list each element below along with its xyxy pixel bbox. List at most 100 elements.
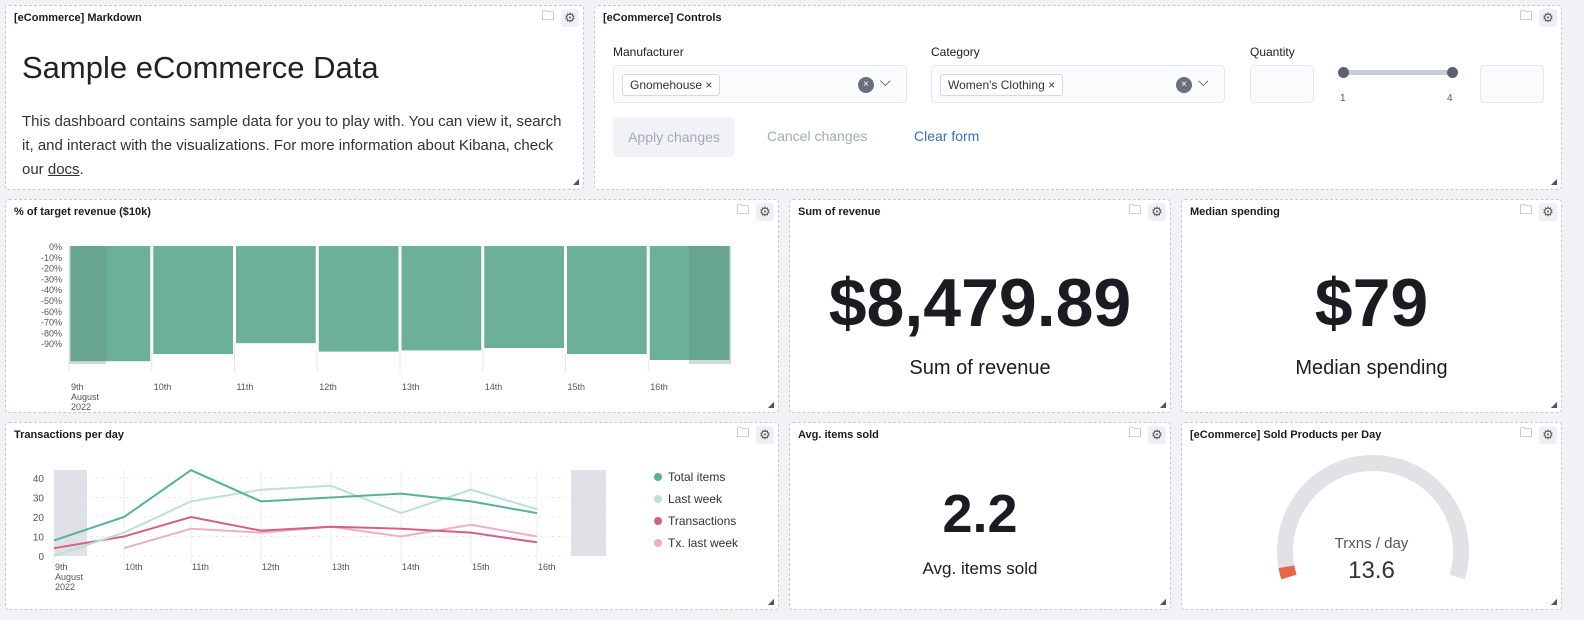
panel-title: [eCommerce] Markdown	[14, 12, 142, 24]
out-of-range-shade	[571, 470, 606, 556]
bar	[401, 246, 482, 351]
metric-value: $8,479.89	[828, 265, 1132, 341]
gear-icon[interactable]: ⚙	[756, 203, 774, 221]
markdown-heading: Sample eCommerce Data	[22, 50, 379, 85]
gear-icon[interactable]: ⚙	[1148, 203, 1166, 221]
resize-handle[interactable]: ◢	[767, 400, 774, 409]
folder-badge-icon[interactable]: 🗀	[1519, 425, 1533, 440]
x-tick-label: 12th	[262, 562, 280, 572]
gauge-value: 13.6	[1348, 557, 1395, 584]
clear-icon[interactable]: ×	[1176, 77, 1192, 93]
folder-badge-icon[interactable]: 🗀	[1519, 8, 1533, 23]
x-tick-label: 13th	[402, 382, 420, 392]
gear-icon[interactable]: ⚙	[1539, 203, 1557, 221]
x-tick-label: 9th	[71, 382, 84, 392]
clear-icon[interactable]: ×	[858, 77, 874, 93]
clear-form-button[interactable]: Clear form	[914, 128, 980, 144]
bar	[236, 246, 316, 344]
series-line	[53, 469, 538, 542]
legend-label: Tx. last week	[668, 536, 739, 550]
quantity-range-track[interactable]	[1343, 70, 1453, 75]
remove-icon[interactable]: ×	[705, 78, 713, 92]
bar	[567, 246, 647, 354]
panel-title: [eCommerce] Controls	[603, 12, 722, 24]
resize-handle[interactable]: ◢	[767, 597, 774, 606]
x-tick-sublabel: 2022	[71, 402, 91, 412]
range-max-handle[interactable]	[1447, 67, 1458, 78]
selected-pill: Gnomehouse ×	[622, 74, 721, 96]
resize-handle[interactable]: ◢	[1159, 597, 1166, 606]
x-tick-label: 10th	[154, 382, 172, 392]
y-tick-label: 0	[38, 552, 44, 563]
x-tick-label: 12th	[319, 382, 337, 392]
y-tick-label: 40	[33, 474, 45, 485]
y-tick-label: -70%	[41, 318, 62, 328]
gauge-fill	[1278, 565, 1297, 580]
x-tick-label: 16th	[650, 382, 668, 392]
apply-changes-button[interactable]: Apply changes	[613, 117, 735, 157]
resize-handle[interactable]: ◢	[1159, 400, 1166, 409]
x-tick-sublabel: August	[71, 392, 100, 402]
folder-badge-icon[interactable]: 🗀	[1519, 202, 1533, 217]
legend-item[interactable]: Transactions	[654, 514, 736, 528]
legend-dot	[654, 539, 662, 547]
legend-item[interactable]: Last week	[654, 492, 722, 506]
quantity-max-input[interactable]	[1480, 65, 1544, 103]
metric-label: Median spending	[1295, 357, 1448, 379]
legend-dot	[654, 473, 662, 481]
folder-badge-icon[interactable]: 🗀	[1128, 425, 1142, 440]
gear-icon[interactable]: ⚙	[756, 426, 774, 444]
x-tick-label: 11th	[192, 562, 209, 572]
folder-badge-icon[interactable]: 🗀	[736, 202, 750, 217]
y-tick-label: -30%	[41, 274, 62, 284]
bar	[649, 246, 730, 360]
manufacturer-label: Manufacturer	[613, 45, 684, 59]
x-tick-label: 10th	[125, 562, 143, 572]
out-of-range-shade	[54, 470, 87, 556]
legend-item[interactable]: Tx. last week	[654, 536, 738, 550]
panel-title: Sum of revenue	[798, 206, 881, 218]
metric-value: $79	[1314, 265, 1429, 341]
x-tick-label: 14th	[402, 562, 420, 572]
y-tick-label: 20	[33, 513, 45, 524]
y-tick-label: -50%	[41, 296, 62, 306]
quantity-label: Quantity	[1250, 45, 1295, 59]
transactions-line-chart[interactable]: 0 10 20 30 40 9th 10th 11th 12th 13th 14th 15th 16th…	[6, 423, 780, 611]
resize-handle[interactable]: ◢	[1550, 177, 1557, 186]
folder-badge-icon[interactable]: 🗀	[736, 425, 750, 440]
manufacturer-combobox[interactable]: Gnomehouse × × ⌵	[613, 65, 907, 103]
x-tick-label: 15th	[472, 562, 490, 572]
chevron-down-icon[interactable]: ⌵	[1198, 73, 1209, 89]
transactions-panel: Transactions per day 🗀 ⚙ 0 10 20 30 40 9th 10th…	[5, 422, 779, 610]
quantity-min-input[interactable]	[1250, 65, 1314, 103]
category-combobox[interactable]: Women's Clothing × × ⌵	[931, 65, 1225, 103]
y-tick-label: 30	[33, 494, 45, 505]
resize-handle[interactable]: ◢	[1550, 400, 1557, 409]
legend-dot	[654, 495, 662, 503]
resize-handle[interactable]: ◢	[1550, 597, 1557, 606]
x-tick-label: 13th	[332, 562, 350, 572]
y-tick-label: -20%	[41, 264, 62, 274]
gear-icon[interactable]: ⚙	[1148, 426, 1166, 444]
gear-icon[interactable]: ⚙	[561, 9, 579, 27]
metric-label: Avg. items sold	[922, 559, 1038, 578]
target-revenue-panel: % of target revenue ($10k) 🗀 ⚙ 0% -10% -20%…	[5, 199, 779, 413]
y-tick-label: -60%	[41, 307, 62, 317]
legend-item[interactable]: Total items	[654, 470, 725, 484]
cancel-changes-button[interactable]: Cancel changes	[767, 128, 868, 144]
y-tick-label: -10%	[41, 253, 62, 263]
legend-label: Last week	[668, 492, 723, 506]
chevron-down-icon[interactable]: ⌵	[880, 73, 891, 89]
range-min-handle[interactable]	[1338, 67, 1349, 78]
folder-badge-icon[interactable]: 🗀	[1128, 202, 1142, 217]
docs-link[interactable]: docs	[47, 161, 80, 178]
series-line	[53, 515, 538, 550]
gear-icon[interactable]: ⚙	[1539, 426, 1557, 444]
target-revenue-bar-chart[interactable]: 0%-10%-20%-30%-40%-50%-60%-70%-80%-90% 9t…	[6, 200, 780, 414]
resize-handle[interactable]: ◢	[572, 177, 579, 186]
folder-badge-icon[interactable]: 🗀	[541, 8, 555, 23]
remove-icon[interactable]: ×	[1048, 78, 1056, 92]
gear-icon[interactable]: ⚙	[1539, 9, 1557, 27]
bar	[318, 246, 399, 352]
panel-title: Avg. items sold	[798, 429, 879, 441]
